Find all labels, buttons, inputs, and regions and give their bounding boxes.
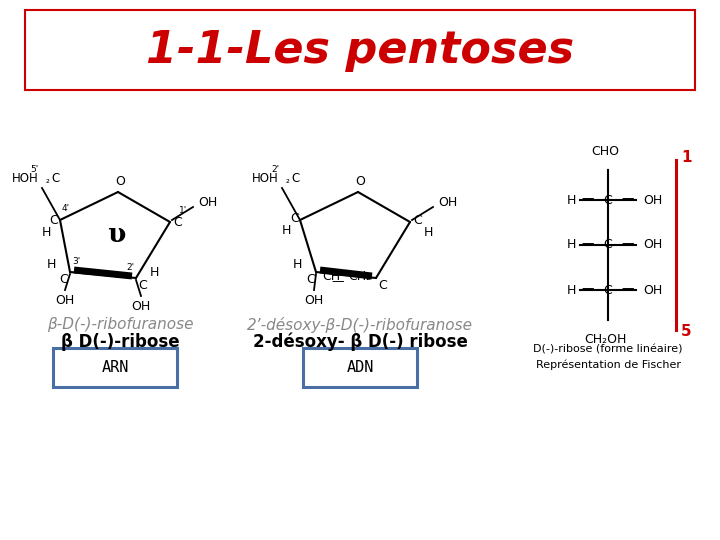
Text: HOH: HOH xyxy=(252,172,279,185)
Text: C: C xyxy=(173,215,181,228)
Text: ₂: ₂ xyxy=(46,175,50,185)
Text: C: C xyxy=(291,172,300,185)
Text: CHO: CHO xyxy=(591,145,619,158)
Text: —: — xyxy=(622,282,634,295)
Text: C: C xyxy=(603,193,613,206)
Text: O: O xyxy=(355,175,365,188)
Text: 2’-désoxy-β-D(-)-ribofuranose: 2’-désoxy-β-D(-)-ribofuranose xyxy=(247,317,473,333)
Text: OH: OH xyxy=(198,195,217,208)
Text: H: H xyxy=(292,258,302,271)
Text: CH: CH xyxy=(322,271,340,284)
Text: OH: OH xyxy=(305,294,323,307)
Text: —: — xyxy=(332,275,344,288)
Text: ARN: ARN xyxy=(102,361,129,375)
Text: C: C xyxy=(306,273,315,286)
Text: O: O xyxy=(115,175,125,188)
Text: H: H xyxy=(567,239,576,252)
Text: C: C xyxy=(290,213,299,226)
Text: —: — xyxy=(582,282,594,295)
Text: 3': 3' xyxy=(72,257,80,266)
Text: OH: OH xyxy=(131,300,150,313)
Text: ₂: ₂ xyxy=(286,175,290,185)
Text: H: H xyxy=(567,284,576,296)
Text: C: C xyxy=(413,214,422,227)
Text: —: — xyxy=(582,192,594,206)
Text: CH₂OH: CH₂OH xyxy=(584,333,626,346)
Text: Représentation de Fischer: Représentation de Fischer xyxy=(536,360,680,370)
Text: —: — xyxy=(622,238,634,251)
Text: 4': 4' xyxy=(62,204,70,213)
Text: C: C xyxy=(51,172,59,185)
Text: CH₂: CH₂ xyxy=(348,271,371,284)
Text: 2': 2' xyxy=(271,165,279,174)
Text: 1': 1' xyxy=(179,206,187,215)
Text: D(-)-ribose (forme linéaire): D(-)-ribose (forme linéaire) xyxy=(534,345,683,355)
Text: C: C xyxy=(49,213,58,226)
Text: β D(-)-ribose: β D(-)-ribose xyxy=(60,333,179,351)
Text: C: C xyxy=(603,284,613,296)
Text: 2-désoxy- β D(-) ribose: 2-désoxy- β D(-) ribose xyxy=(253,333,467,351)
Text: C: C xyxy=(138,279,147,292)
Text: OH: OH xyxy=(643,193,662,206)
FancyBboxPatch shape xyxy=(303,348,417,387)
Text: H: H xyxy=(424,226,433,239)
Bar xyxy=(25,10,695,90)
Text: C: C xyxy=(603,239,613,252)
Text: 1: 1 xyxy=(681,151,691,165)
Text: H: H xyxy=(47,258,56,271)
Text: H: H xyxy=(282,224,291,237)
Text: υ: υ xyxy=(107,222,125,247)
Text: C: C xyxy=(59,273,68,286)
FancyBboxPatch shape xyxy=(53,348,177,387)
Text: C: C xyxy=(378,279,387,292)
Text: H: H xyxy=(150,267,159,280)
Text: OH: OH xyxy=(643,284,662,296)
Text: HOH: HOH xyxy=(12,172,39,185)
Text: —: — xyxy=(582,238,594,251)
Text: β-D(-)-ribofuranose: β-D(-)-ribofuranose xyxy=(47,318,193,333)
Text: H: H xyxy=(567,193,576,206)
Text: ADN: ADN xyxy=(346,361,374,375)
Text: H: H xyxy=(41,226,50,239)
Text: —: — xyxy=(622,192,634,206)
Text: 2': 2' xyxy=(126,263,134,272)
Text: 1-1-Les pentoses: 1-1-Les pentoses xyxy=(146,29,574,71)
Text: OH: OH xyxy=(55,294,75,307)
Text: 5: 5 xyxy=(681,325,692,340)
Text: OH: OH xyxy=(643,239,662,252)
Text: 5': 5' xyxy=(31,165,39,174)
Text: OH: OH xyxy=(438,195,457,208)
